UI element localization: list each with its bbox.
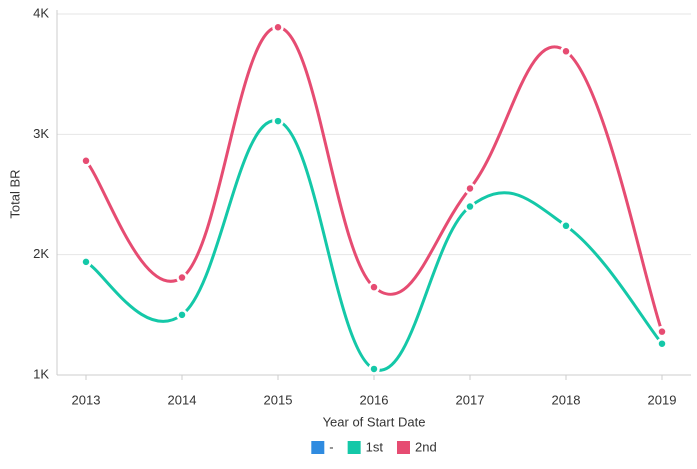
data-point (368, 363, 380, 375)
legend-label: 1st (366, 439, 384, 454)
data-point (464, 200, 476, 213)
data-point (464, 182, 476, 195)
y-tick-label: 1K (33, 366, 49, 381)
data-point (656, 325, 668, 338)
legend: - 1st 2nd (311, 439, 437, 454)
y-tick-label: 4K (33, 5, 49, 20)
x-tick-label: 2017 (456, 392, 485, 407)
x-tick-label: 2018 (552, 392, 581, 407)
y-axis-title: Total BR (7, 169, 22, 218)
x-tick-label: 2016 (360, 392, 389, 407)
data-point (272, 115, 284, 127)
x-tick-label: 2015 (264, 392, 293, 407)
legend-swatch (347, 441, 361, 454)
series-line (85, 119, 664, 372)
data-point (368, 281, 380, 293)
y-tick-label: 3K (33, 126, 49, 141)
legend-swatch (311, 441, 325, 454)
data-point (80, 256, 92, 268)
x-tick-label: 2019 (648, 392, 677, 407)
legend-swatch (396, 441, 410, 454)
x-tick-label: 2014 (168, 392, 197, 407)
data-point (176, 271, 188, 284)
data-point (656, 337, 668, 350)
legend-label: - (329, 439, 333, 454)
x-tick-label: 2013 (72, 392, 101, 407)
data-point (80, 155, 92, 167)
data-point (272, 21, 284, 33)
x-axis-title: Year of Start Date (323, 414, 426, 429)
legend-label: 2nd (415, 439, 437, 454)
data-point (560, 45, 572, 58)
y-tick-label: 2K (33, 246, 49, 261)
data-point (560, 220, 572, 232)
data-point (176, 309, 188, 321)
